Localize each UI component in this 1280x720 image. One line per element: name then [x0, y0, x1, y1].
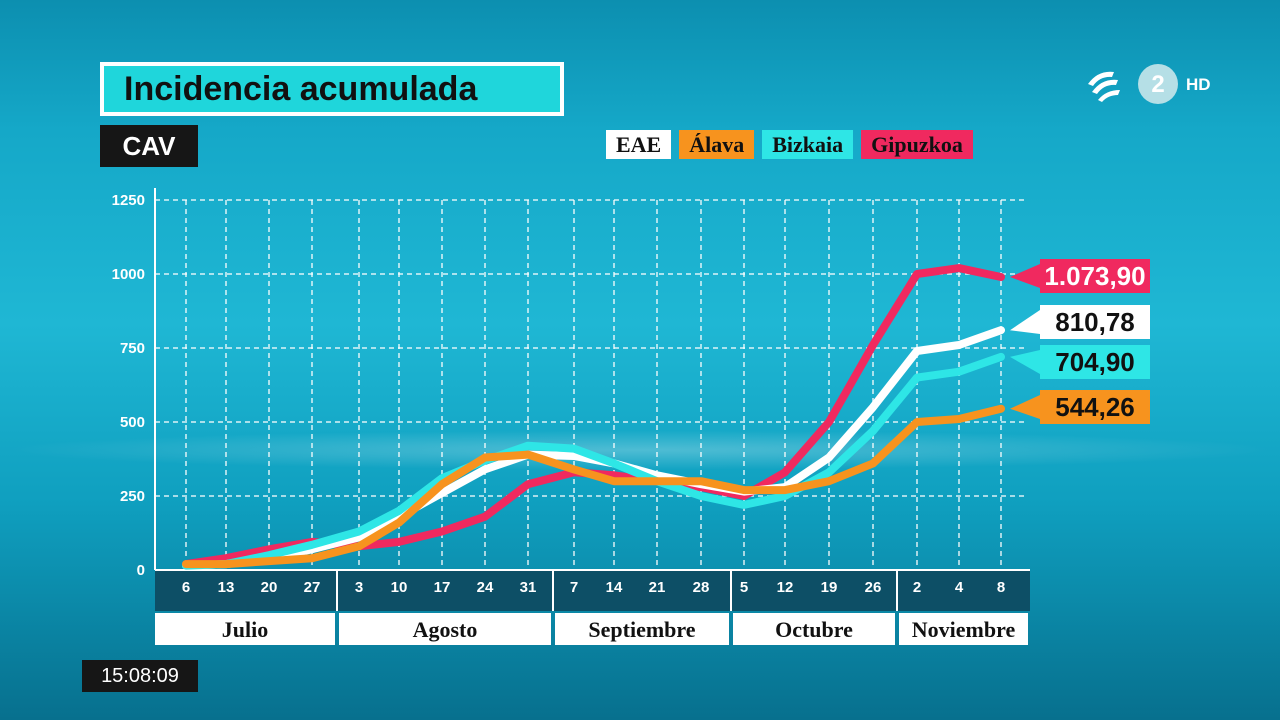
x-tick-label: 24 [477, 579, 494, 596]
x-tick-label: 12 [777, 579, 794, 596]
y-tick-label: 0 [137, 562, 145, 579]
channel-logo: 2 HD [1088, 64, 1211, 104]
end-value-label: 810,78 [1055, 307, 1135, 337]
channel-quality: HD [1186, 75, 1211, 94]
y-tick-label: 250 [120, 488, 145, 505]
y-tick-label: 1000 [112, 266, 145, 283]
y-tick-label: 1250 [112, 192, 145, 209]
chart-title: Incidencia acumulada [124, 69, 478, 108]
month-label: Julio [222, 617, 268, 642]
end-value-label: 704,90 [1055, 347, 1135, 377]
month-band [555, 613, 729, 645]
x-tick-label: 17 [434, 579, 451, 596]
x-tick-label: 4 [955, 579, 964, 596]
series-line-bizkaia [182, 352, 1005, 570]
x-tick-label: 28 [693, 579, 710, 596]
end-label-pointer [1010, 350, 1040, 374]
x-tick-label: 20 [261, 579, 278, 596]
x-tick-label: 14 [606, 579, 623, 596]
series-line-gipuzkoa [182, 264, 1005, 569]
x-tick-label: 6 [182, 579, 190, 596]
x-tick-label: 3 [355, 579, 363, 596]
end-label-pointer [1010, 395, 1040, 419]
background-glow [0, 430, 1280, 470]
channel-number: 2 [1151, 71, 1164, 98]
end-label-box [1040, 345, 1150, 379]
region-label: CAV [100, 125, 198, 167]
x-tick-label: 7 [570, 579, 578, 596]
y-tick-label: 500 [120, 414, 145, 431]
end-label-box [1040, 305, 1150, 339]
x-tick-label: 13 [218, 579, 235, 596]
end-label-pointer [1010, 264, 1040, 288]
x-tick-label: 10 [391, 579, 408, 596]
month-band [155, 613, 335, 645]
x-tick-label: 2 [913, 579, 921, 596]
legend-item: Gipuzkoa [861, 130, 973, 159]
end-label-box [1040, 259, 1150, 293]
legend-item: Bizkaia [762, 130, 854, 159]
x-tick-label: 26 [865, 579, 882, 596]
end-label-box [1040, 390, 1150, 424]
x-tick-band [155, 571, 1030, 611]
end-value-label: 1.073,90 [1044, 261, 1145, 291]
end-label-pointer [1010, 310, 1040, 334]
clock: 15:08:09 [82, 660, 198, 692]
x-tick-label: 21 [649, 579, 666, 596]
series-line-eae [182, 326, 1005, 570]
month-band [733, 613, 895, 645]
x-tick-label: 5 [740, 579, 748, 596]
eitb-swoosh-icon [1088, 71, 1120, 102]
legend-item: EAE [606, 130, 672, 159]
chart-title-box: Incidencia acumulada [100, 62, 564, 116]
month-label: Agosto [413, 617, 478, 642]
month-label: Septiembre [588, 617, 695, 642]
legend: EAE Álava Bizkaia Gipuzkoa [606, 130, 973, 159]
x-tick-label: 31 [520, 579, 537, 596]
x-tick-label: 8 [997, 579, 1005, 596]
month-band [339, 613, 551, 645]
series-line-álava [182, 404, 1005, 569]
month-label: Noviembre [912, 617, 1016, 642]
end-value-label: 544,26 [1055, 392, 1135, 422]
x-tick-label: 19 [821, 579, 838, 596]
y-tick-label: 750 [120, 340, 145, 357]
legend-item: Álava [679, 130, 755, 159]
channel-number-badge [1138, 64, 1178, 104]
month-label: Octubre [775, 617, 853, 642]
month-band [899, 613, 1028, 645]
x-tick-label: 27 [304, 579, 321, 596]
